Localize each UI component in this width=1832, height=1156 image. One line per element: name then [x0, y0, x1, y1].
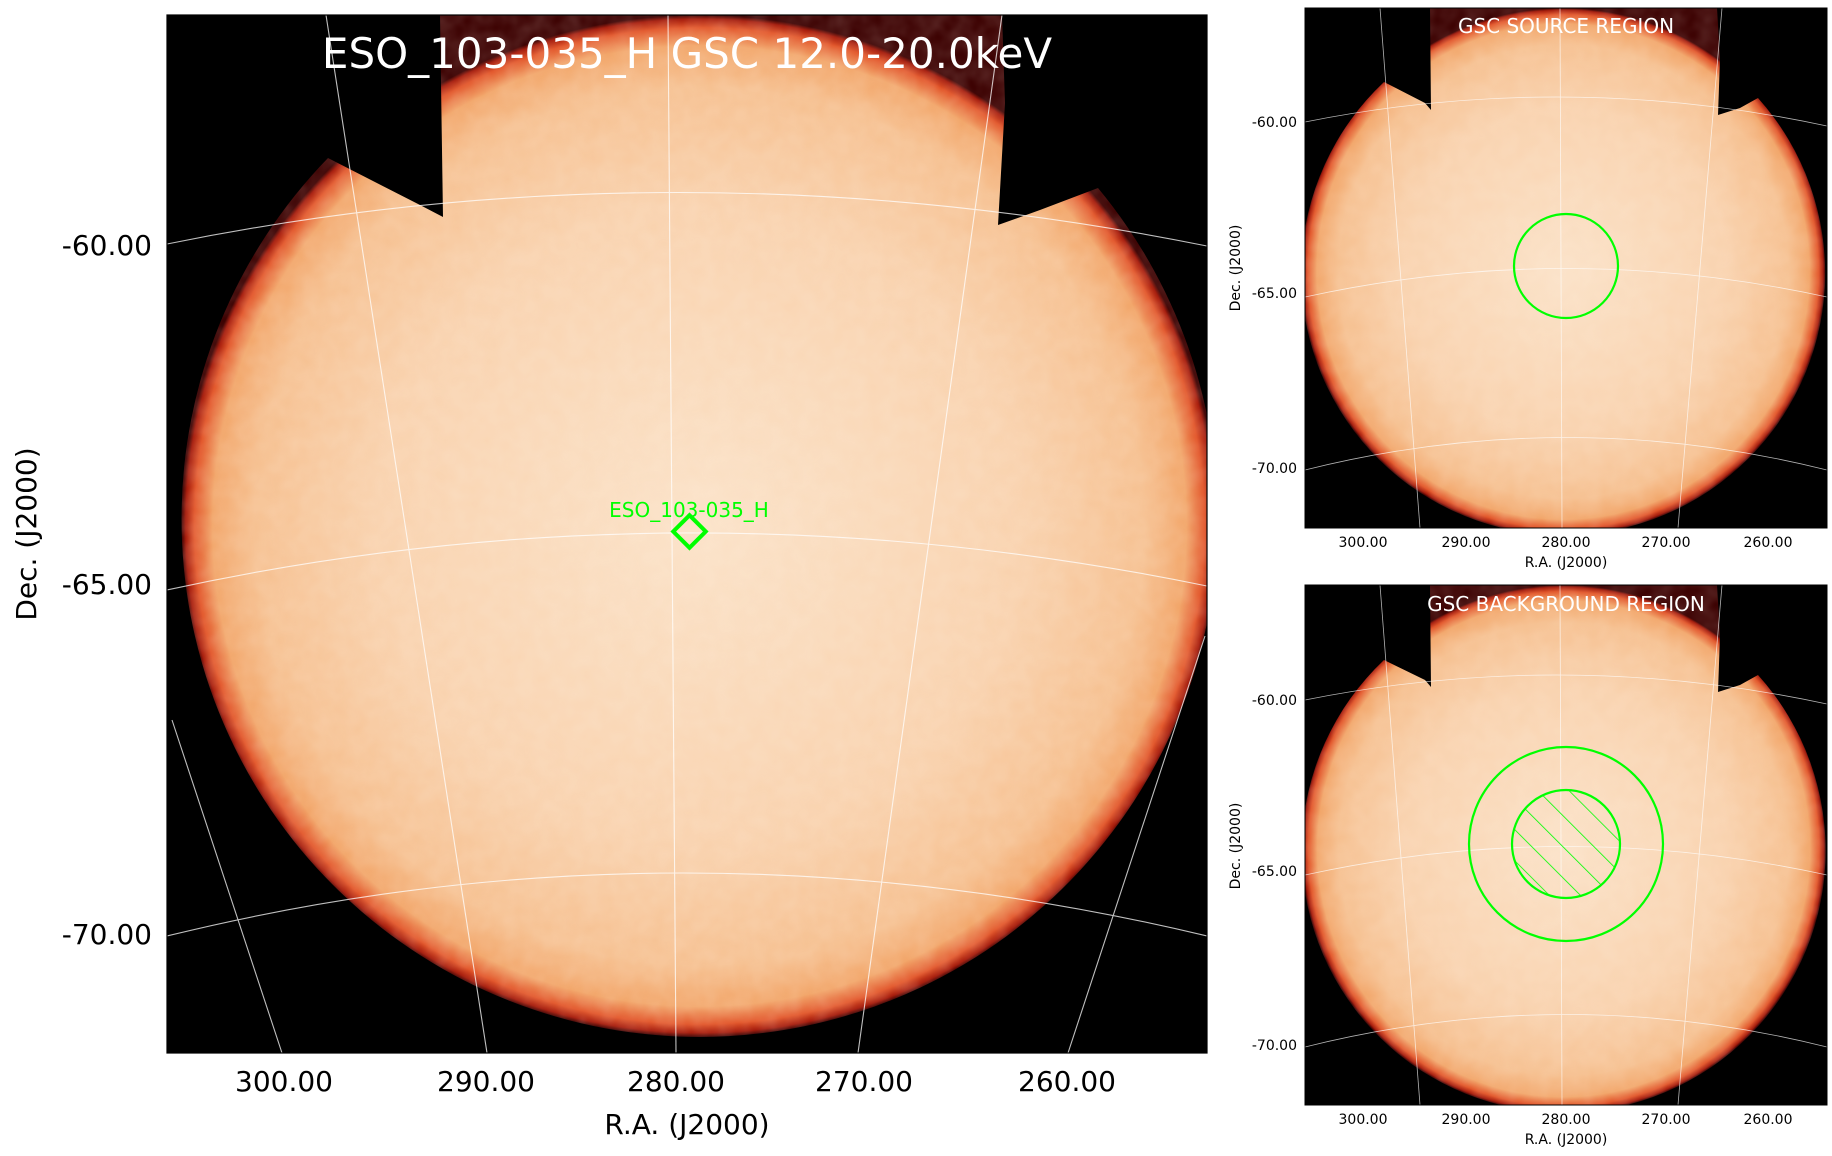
main-x-tick: 290.00: [437, 1065, 535, 1098]
main-coordinate-grid: [167, 15, 1207, 1053]
main-exposure-map: [181, 15, 1207, 1037]
main-frame: [166, 14, 1208, 1054]
background-y-ticks: -60.00 -65.00 -70.00: [1252, 693, 1297, 1054]
source-exposure-map: [1305, 8, 1826, 528]
source-y-tick: -65.00: [1252, 286, 1297, 302]
background-y-tick: -65.00: [1252, 864, 1297, 880]
source-region-panel: GSC SOURCE REGION -60.00 -65.00 -70.00 3…: [1228, 7, 1828, 571]
source-y-tick: -60.00: [1252, 115, 1297, 131]
main-x-tick: 270.00: [815, 1065, 913, 1098]
background-y-tick: -60.00: [1252, 693, 1297, 709]
main-x-ticks: 300.00 290.00 280.00 270.00 260.00: [235, 1065, 1116, 1098]
main-title: ESO_103-035_H GSC 12.0-20.0keV: [322, 29, 1052, 78]
source-coordinate-grid: [1305, 8, 1827, 528]
source-y-axis-label: Dec. (J2000): [1228, 225, 1244, 312]
source-x-tick: 270.00: [1642, 535, 1691, 551]
source-x-tick: 260.00: [1744, 535, 1793, 551]
background-x-tick: 300.00: [1339, 1112, 1388, 1128]
background-x-tick: 290.00: [1442, 1112, 1491, 1128]
main-y-tick: -65.00: [62, 568, 152, 601]
background-x-tick: 280.00: [1542, 1112, 1591, 1128]
background-frame: [1304, 584, 1828, 1106]
background-panel-title: GSC BACKGROUND REGION: [1427, 592, 1705, 616]
source-x-tick: 300.00: [1339, 535, 1388, 551]
source-x-axis-label: R.A. (J2000): [1525, 555, 1608, 571]
source-diamond-icon[interactable]: [670, 512, 709, 551]
background-annulus-outer[interactable]: [1467, 745, 1665, 943]
main-x-tick: 260.00: [1018, 1065, 1116, 1098]
source-label: ESO_103-035_H: [609, 498, 769, 522]
background-excluded-circle[interactable]: [1510, 788, 1622, 900]
background-region-panel: GSC BACKGROUND REGION -60.00 -65.00 -70.…: [1228, 584, 1828, 1148]
main-x-tick: 300.00: [235, 1065, 333, 1098]
main-y-ticks: -60.00 -65.00 -70.00: [62, 229, 152, 951]
source-panel-title: GSC SOURCE REGION: [1458, 14, 1674, 38]
background-x-axis-label: R.A. (J2000): [1525, 1132, 1608, 1148]
background-x-ticks: 300.00 290.00 280.00 270.00 260.00: [1339, 1112, 1793, 1128]
source-marker[interactable]: ESO_103-035_H: [609, 498, 769, 551]
source-x-ticks: 300.00 290.00 280.00 270.00 260.00: [1339, 535, 1793, 551]
main-y-tick: -60.00: [62, 229, 152, 262]
source-y-tick: -70.00: [1252, 461, 1297, 477]
background-x-tick: 270.00: [1642, 1112, 1691, 1128]
background-y-tick: -70.00: [1252, 1038, 1297, 1054]
source-y-ticks: -60.00 -65.00 -70.00: [1252, 115, 1297, 477]
main-panel: ESO_103-035_H GSC 12.0-20.0keV ESO_103-0…: [10, 14, 1208, 1141]
main-x-tick: 280.00: [627, 1065, 725, 1098]
source-frame: [1304, 7, 1828, 529]
main-y-axis-label: Dec. (J2000): [10, 447, 43, 620]
source-x-tick: 290.00: [1442, 535, 1491, 551]
main-y-tick: -70.00: [62, 918, 152, 951]
background-y-axis-label: Dec. (J2000): [1228, 803, 1244, 890]
source-x-tick: 280.00: [1542, 535, 1591, 551]
source-region-circle[interactable]: [1512, 212, 1620, 320]
background-x-tick: 260.00: [1744, 1112, 1793, 1128]
main-x-axis-label: R.A. (J2000): [604, 1108, 769, 1141]
